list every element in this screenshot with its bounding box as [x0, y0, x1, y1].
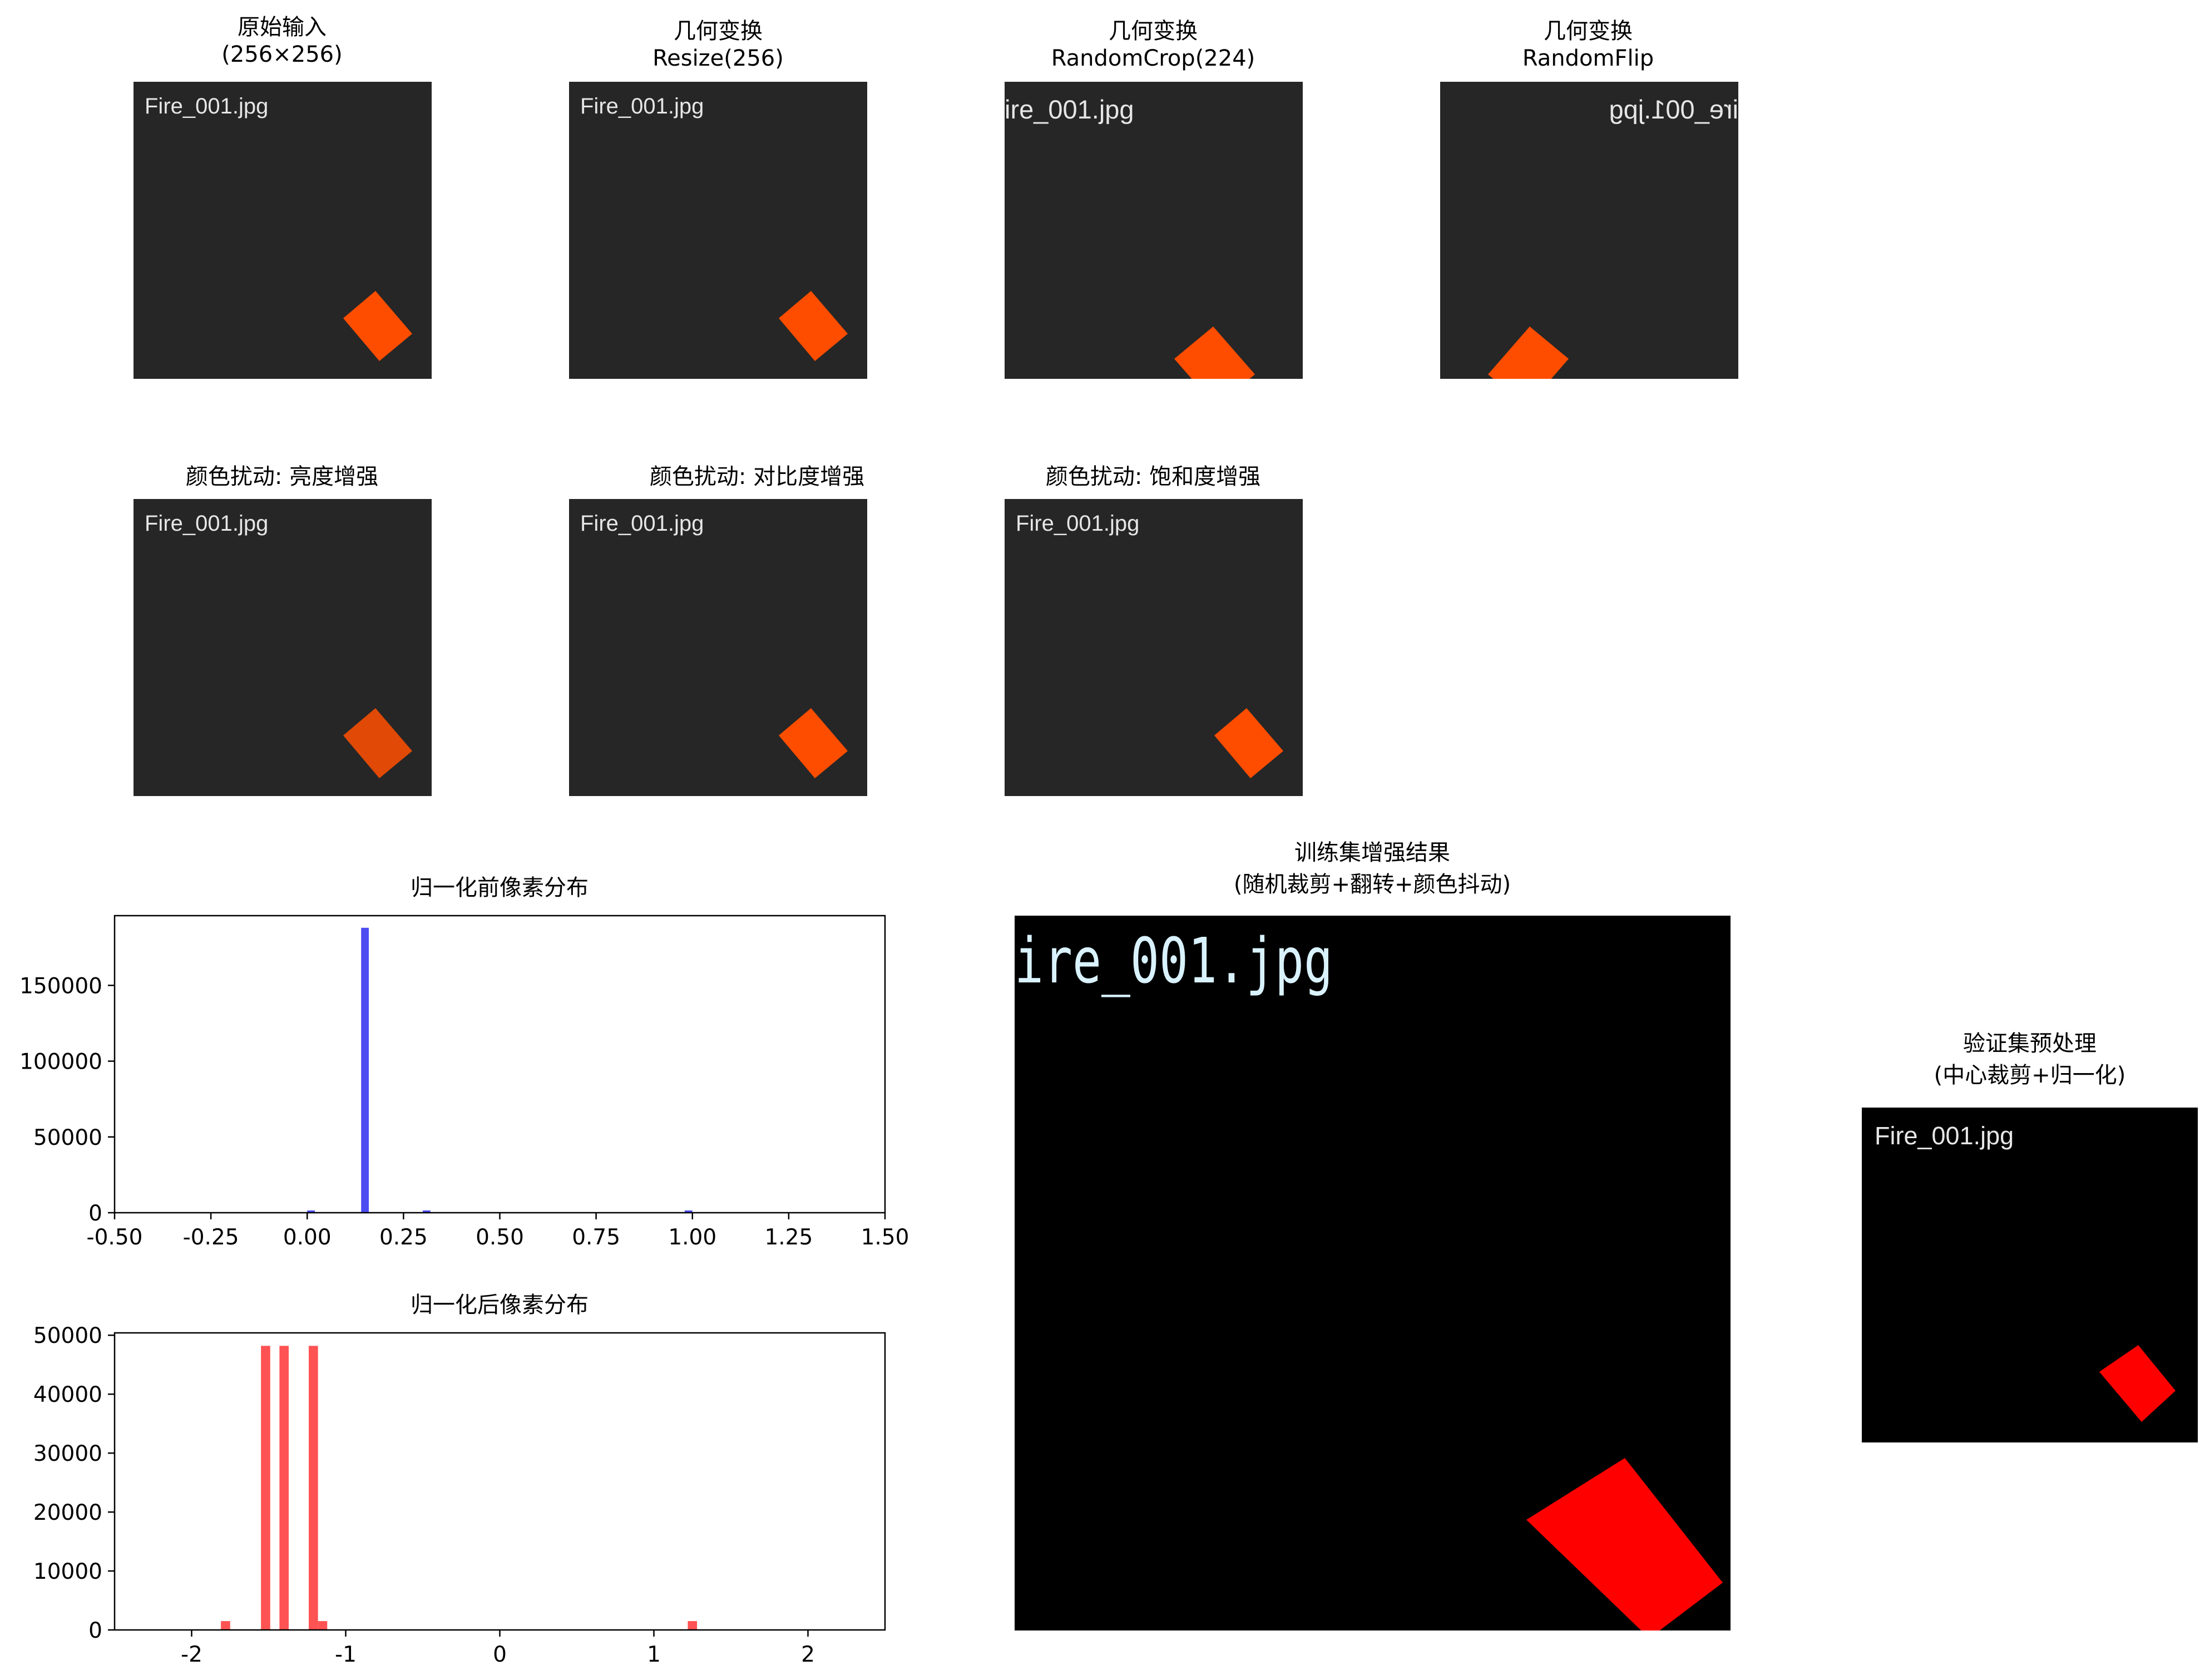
x-tick-label: 2 [801, 1642, 815, 1667]
y-tick-label: 20000 [33, 1500, 102, 1525]
x-tick-label: -1 [335, 1642, 357, 1667]
y-tick-label: 10000 [33, 1559, 102, 1584]
filename-overlay: Fire_001.jpg [580, 94, 704, 118]
y-tick-label: 0 [88, 1618, 102, 1643]
x-tick-label: 0 [493, 1642, 507, 1667]
x-tick-label: 0.50 [476, 1225, 524, 1250]
histogram-bar [309, 1346, 318, 1630]
x-tick-label: -0.25 [183, 1225, 239, 1250]
fire-shape [1526, 1458, 1723, 1630]
tick-group: -0.50 -0.25 0.00 0.25 0.50 0.75 1.00 1.25 1.50 0 5… [19, 974, 909, 1250]
panel-train-result: 训练集增强结果 (随机裁剪+翻转+颜色抖动) ire_001.jpg [1015, 840, 1731, 1630]
y-tick-label: 30000 [33, 1441, 102, 1466]
fire-shape [2099, 1345, 2176, 1422]
panel-contrast: 颜色扰动: 对比度增强 Fire_001.jpg [569, 464, 867, 796]
panel-title: 颜色扰动: 饱和度增强 [1046, 464, 1260, 490]
panel-title-line2: RandomCrop(224) [1051, 46, 1255, 71]
y-tick-label: 50000 [33, 1323, 102, 1348]
x-tick-label: 0.75 [572, 1225, 620, 1250]
panel-title-line2: Resize(256) [652, 46, 784, 71]
histogram-bar [423, 1210, 431, 1213]
plot-frame [113, 915, 886, 1214]
panel-randomcrop: 几何变换 RandomCrop(224) ire_001.jpg [1005, 18, 1303, 379]
x-tick-label: 1.50 [861, 1225, 909, 1250]
thumbnail-image: ire_001.jpg [1005, 82, 1303, 379]
filename-overlay: Fire_001.jpg [580, 511, 704, 536]
panel-title-line1: 几何变换 [674, 18, 763, 44]
panel-original: 原始输入 (256×256) Fire_001.jpg [134, 14, 432, 379]
fire-shape [779, 291, 848, 361]
fire-shape [1488, 327, 1569, 379]
thumbnail-image: ire_001.jpg [1440, 82, 1738, 379]
panel-brightness: 颜色扰动: 亮度增强 Fire_001.jpg [134, 464, 432, 796]
filename-overlay-mirrored: ire_001.jpg [1609, 95, 1738, 124]
x-tick-label: -0.50 [87, 1225, 143, 1250]
filename-overlay: Fire_001.jpg [1875, 1121, 2014, 1150]
panel-title-line1: 训练集增强结果 [1294, 840, 1450, 866]
panel-title: 颜色扰动: 对比度增强 [650, 464, 864, 490]
fire-shape [1174, 327, 1255, 379]
y-tick-label: 40000 [33, 1382, 102, 1407]
panel-title-line1: 验证集预处理 [1963, 1031, 2097, 1056]
histogram-bar [688, 1621, 698, 1630]
histogram-after-normalization: 归一化后像素分布 -2 -1 0 1 2 0 10000 20000 30000 40000 500… [33, 1292, 886, 1667]
histogram-bar [318, 1621, 328, 1630]
histogram-bar [307, 1210, 315, 1213]
panel-title-line2: (随机裁剪+翻转+颜色抖动) [1234, 872, 1511, 897]
bar-group [221, 1346, 698, 1630]
panel-title-line1: 几何变换 [1109, 18, 1198, 44]
filename-overlay: Fire_001.jpg [145, 94, 268, 118]
filename-overlay: Fire_001.jpg [1016, 511, 1139, 536]
panel-resize: 几何变换 Resize(256) Fire_001.jpg [569, 18, 867, 379]
filename-overlay: Fire_001.jpg [145, 511, 268, 536]
histogram-before-normalization: 归一化前像素分布 -0.50 -0.25 0.00 0.25 0.50 0.75 1.00 1… [19, 875, 909, 1250]
y-tick-label: 0 [88, 1201, 102, 1226]
x-tick-label: -2 [181, 1642, 202, 1667]
plot-frame [113, 1332, 886, 1631]
fire-shape [779, 708, 848, 778]
filename-overlay: ire_001.jpg [1005, 95, 1134, 124]
y-tick-label: 100000 [19, 1050, 102, 1075]
tick-group: -2 -1 0 1 2 0 10000 20000 30000 40000 50000 [33, 1323, 815, 1667]
fire-shape [1214, 708, 1283, 778]
fire-shape [343, 708, 412, 778]
panel-randomflip: 几何变换 RandomFlip ire_001.jpg [1440, 18, 1738, 379]
panel-title-line1: 几何变换 [1544, 18, 1633, 44]
histogram-bar [684, 1210, 693, 1213]
x-tick-label: 0.25 [379, 1225, 428, 1250]
panel-title-line2: (中心裁剪+归一化) [1934, 1063, 2126, 1088]
panel-title: 颜色扰动: 亮度增强 [186, 464, 378, 490]
histogram-bar [261, 1346, 270, 1630]
fire-shape [343, 291, 412, 361]
panel-title-line2: (256×256) [221, 42, 342, 67]
histogram-bar [221, 1621, 230, 1630]
x-tick-label: 1.00 [668, 1225, 716, 1250]
bar-group [307, 927, 693, 1213]
x-tick-label: 1 [647, 1642, 661, 1667]
x-tick-label: 0.00 [283, 1225, 332, 1250]
panel-val-result: 验证集预处理 (中心裁剪+归一化) Fire_001.jpg [1862, 1031, 2198, 1442]
panel-saturation: 颜色扰动: 饱和度增强 Fire_001.jpg [1005, 464, 1303, 796]
histogram-bar [279, 1346, 289, 1630]
x-tick-label: 1.25 [764, 1225, 813, 1250]
histogram-bar [361, 927, 369, 1213]
augmented-image: ire_001.jpg [1015, 916, 1731, 1630]
panel-title-line2: RandomFlip [1522, 46, 1654, 71]
chart-title: 归一化前像素分布 [411, 875, 589, 901]
panel-title-line1: 原始输入 [238, 14, 327, 40]
y-tick-label: 150000 [19, 974, 102, 999]
chart-title: 归一化后像素分布 [411, 1292, 589, 1318]
y-tick-label: 50000 [33, 1125, 102, 1150]
filename-overlay: ire_001.jpg [1015, 925, 1333, 997]
